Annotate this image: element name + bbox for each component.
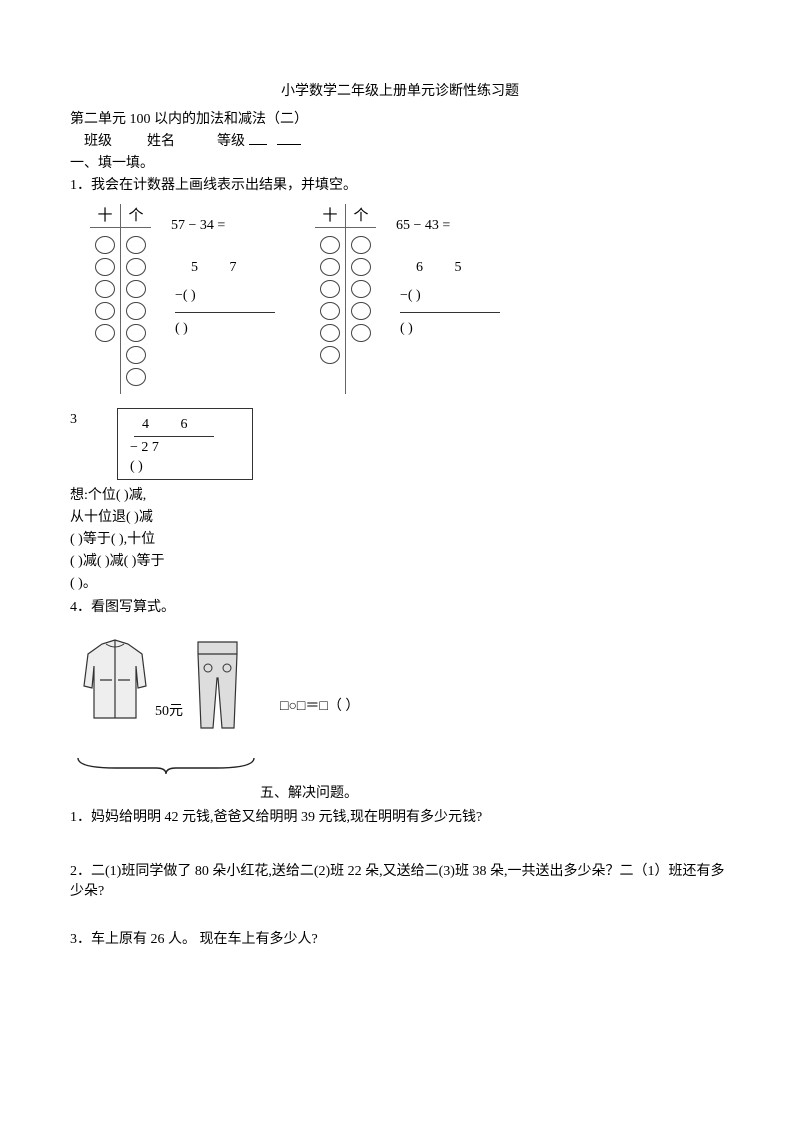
- abacus-unit-left: 十 个 57 − 34 = 5 7 −( ) (: [90, 204, 275, 394]
- page-title: 小学数学二年级上册单元诊断性练习题: [70, 80, 730, 100]
- q3-think1: 想:个位( )减,: [70, 484, 730, 504]
- q3-think2: 从十位退( )减: [70, 506, 730, 526]
- q3-think5: ( )。: [70, 572, 730, 592]
- section-5-label: 五、解决问题。: [260, 782, 358, 802]
- digits-right: 6 5: [396, 254, 500, 282]
- ones-col-right: [346, 228, 376, 394]
- clothes-image: 50元: [70, 630, 260, 780]
- abacus-row: 十 个 57 − 34 = 5 7 −( ) (: [90, 204, 730, 394]
- q3-think3: ( )等于( ),十位: [70, 528, 730, 548]
- q3-top: 4 6: [130, 415, 240, 435]
- subtitle: 第二单元 100 以内的加法和减法（二）: [70, 108, 730, 128]
- tens-label: 十: [90, 204, 121, 227]
- q3-box: 4 6 − 2 7 ( ): [117, 408, 253, 480]
- calc-left: 57 − 34 = 5 7 −( ) ( ): [171, 204, 275, 394]
- grade-label: 等级: [217, 134, 245, 149]
- price-label: 50元: [155, 700, 183, 720]
- class-label: 班级: [84, 134, 112, 149]
- calc-right: 65 − 43 = 6 5 −( ) ( ): [396, 204, 500, 394]
- ones-label-r: 个: [346, 204, 376, 227]
- ones-label: 个: [121, 204, 151, 227]
- problem-3: 3．车上原有 26 人。 现在车上有多少人?: [70, 928, 730, 948]
- tens-col-left: [90, 228, 121, 394]
- problem-2: 2．二(1)班同学做了 80 朵小红花,送给二(2)班 22 朵,又送给二(3)…: [70, 860, 730, 900]
- minus-right: −( ): [396, 282, 500, 310]
- section-1-label: 一、填一填。: [70, 152, 730, 172]
- ones-col-left: [121, 228, 151, 394]
- name-label: 姓名: [147, 134, 175, 149]
- q4-label: 4．看图写算式。: [70, 596, 730, 616]
- pants-icon: [190, 638, 245, 733]
- eq-left: 57 − 34 =: [171, 212, 275, 240]
- abacus-right: 十 个: [315, 204, 376, 394]
- eq-right: 65 − 43 =: [396, 212, 500, 240]
- result-right: ( ): [396, 315, 500, 343]
- minus-left: −( ): [171, 282, 275, 310]
- result-left: ( ): [171, 315, 275, 343]
- tens-label-r: 十: [315, 204, 346, 227]
- q3-label: 3: [70, 406, 77, 428]
- digits-left: 5 7: [171, 254, 275, 282]
- q3-result: ( ): [130, 457, 240, 477]
- header-fields: 班级 姓名 等级: [84, 130, 730, 150]
- q1-label: 1．我会在计数器上画线表示出结果，并填空。: [70, 174, 730, 194]
- abacus-unit-right: 十 个 65 − 43 = 6 5 −( ) (: [315, 204, 500, 394]
- problem-1: 1．妈妈给明明 42 元钱,爸爸又给明明 39 元钱,现在明明有多少元钱?: [70, 806, 730, 826]
- abacus-left: 十 个: [90, 204, 151, 394]
- jacket-icon: [80, 636, 150, 726]
- clothes-row: 50元 □○□＝□（ ）: [70, 630, 730, 780]
- q3-think4: ( )减( )减( )等于: [70, 550, 730, 570]
- tens-col-right: [315, 228, 346, 394]
- q3-minus: − 2 7: [130, 438, 240, 458]
- brace-icon: [76, 756, 256, 774]
- q4-expr: □○□＝□（ ）: [280, 695, 359, 715]
